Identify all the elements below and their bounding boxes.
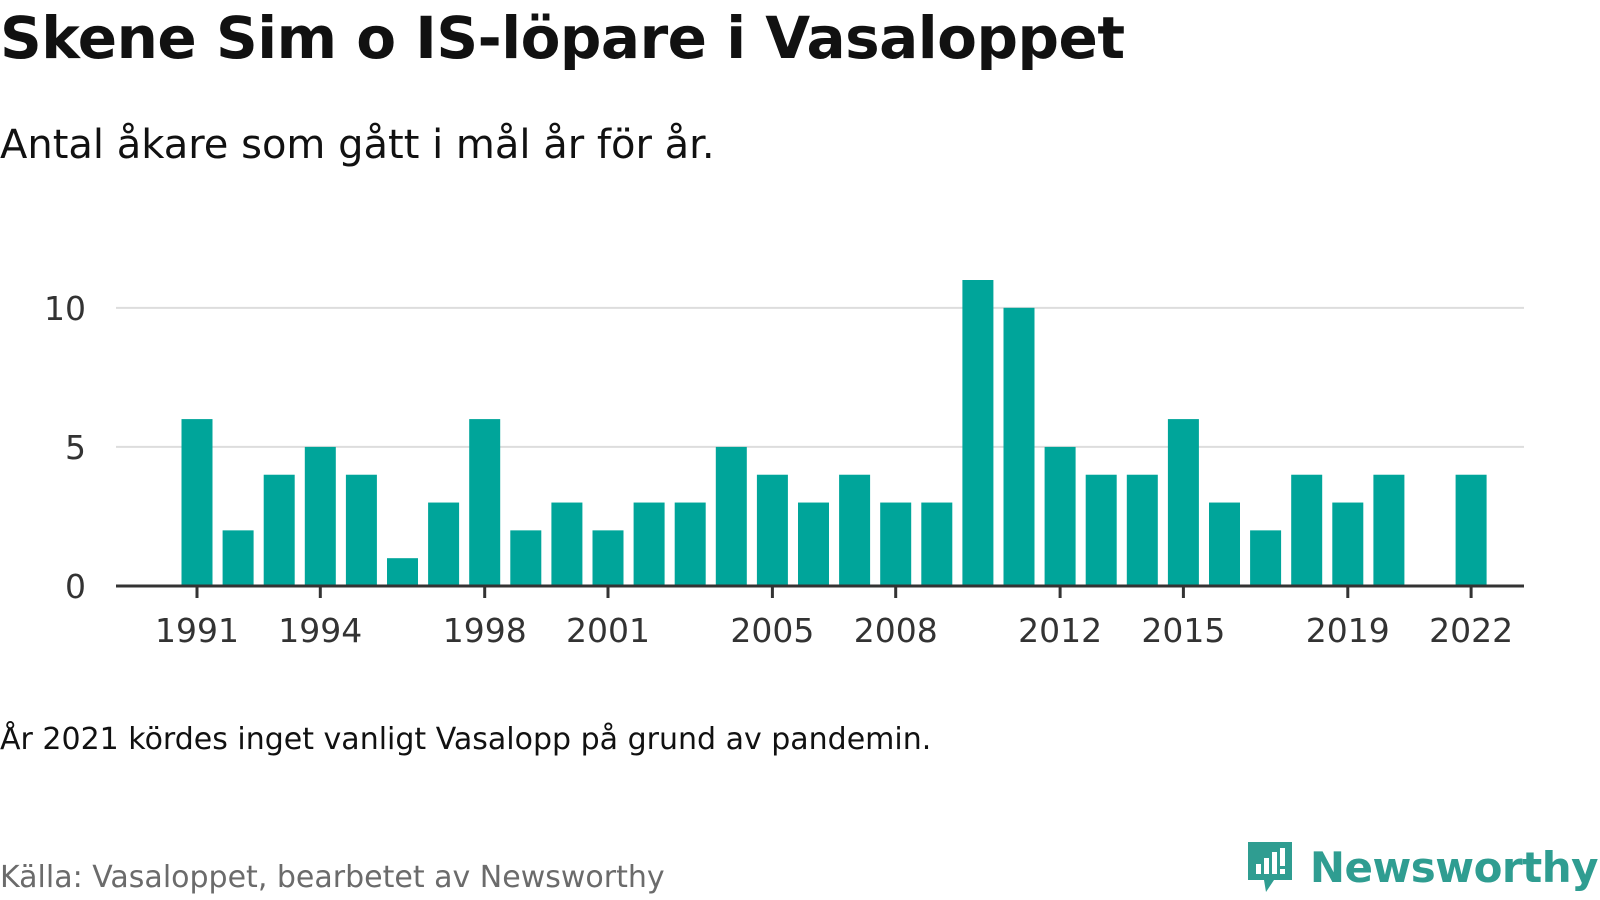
- bar-2014: [1126, 474, 1158, 586]
- bar-1993: [263, 474, 295, 586]
- y-tick-label-0: 0: [65, 567, 86, 606]
- x-tick-label-2005: 2005: [730, 611, 814, 650]
- bar-2018: [1291, 474, 1323, 586]
- footnote: År 2021 kördes inget vanligt Vasalopp på…: [0, 722, 932, 757]
- x-tick-label-1994: 1994: [278, 611, 362, 650]
- chart-subtitle: Antal åkare som gått i mål år för år.: [0, 122, 715, 168]
- bar-1996: [387, 558, 418, 586]
- bar-2016: [1209, 502, 1240, 586]
- bar-2002: [633, 502, 665, 586]
- bar-1991: [181, 419, 213, 586]
- y-tick-label-5: 5: [65, 428, 86, 467]
- newsworthy-logo-icon: [1247, 842, 1292, 892]
- bar-2000: [551, 502, 583, 586]
- bar-1992: [222, 530, 254, 586]
- bar-2020: [1373, 474, 1405, 586]
- bar-2004: [715, 446, 747, 586]
- bar-2011: [1003, 307, 1035, 586]
- brand: Newsworthy: [1244, 838, 1599, 896]
- bar-1999: [510, 530, 542, 586]
- bar-2015: [1167, 419, 1199, 586]
- x-tick-label-2015: 2015: [1141, 611, 1225, 650]
- bar-2008: [880, 502, 912, 586]
- bar-chart: 0 5 10 1991 1994 1998 2001 2005 2008 2012 2015 2019…: [44, 280, 1524, 650]
- bar-2013: [1085, 474, 1117, 586]
- bar-1997: [428, 502, 460, 586]
- brand-name: Newsworthy: [1309, 842, 1599, 892]
- bar-1995: [345, 474, 377, 586]
- bar-2006: [798, 502, 829, 586]
- bar-2005: [756, 474, 788, 586]
- chart-title: Skene Sim o IS-löpare i Vasaloppet: [0, 4, 1125, 72]
- bar-2010: [962, 280, 994, 586]
- source-credit: Källa: Vasaloppet, bearbetet av Newswort…: [0, 860, 665, 895]
- bar-1998: [469, 419, 501, 586]
- x-tick-label-1998: 1998: [443, 611, 527, 650]
- bar-2012: [1044, 446, 1076, 586]
- bar-2009: [921, 502, 953, 586]
- x-tick-label-2008: 2008: [854, 611, 938, 650]
- y-tick-label-10: 10: [44, 289, 86, 328]
- bar-2022: [1455, 474, 1487, 586]
- x-tick-label-1991: 1991: [155, 611, 239, 650]
- bar-1994: [304, 446, 336, 586]
- bar-2003: [674, 502, 706, 586]
- x-tick-label-2012: 2012: [1018, 611, 1102, 650]
- x-tick-label-2001: 2001: [566, 611, 650, 650]
- bar-2017: [1250, 530, 1282, 586]
- bar-2019: [1332, 502, 1364, 586]
- bar-2001: [592, 530, 624, 586]
- x-tick-label-2022: 2022: [1429, 611, 1513, 650]
- x-tick-label-2019: 2019: [1306, 611, 1390, 650]
- bar-2007: [839, 474, 871, 586]
